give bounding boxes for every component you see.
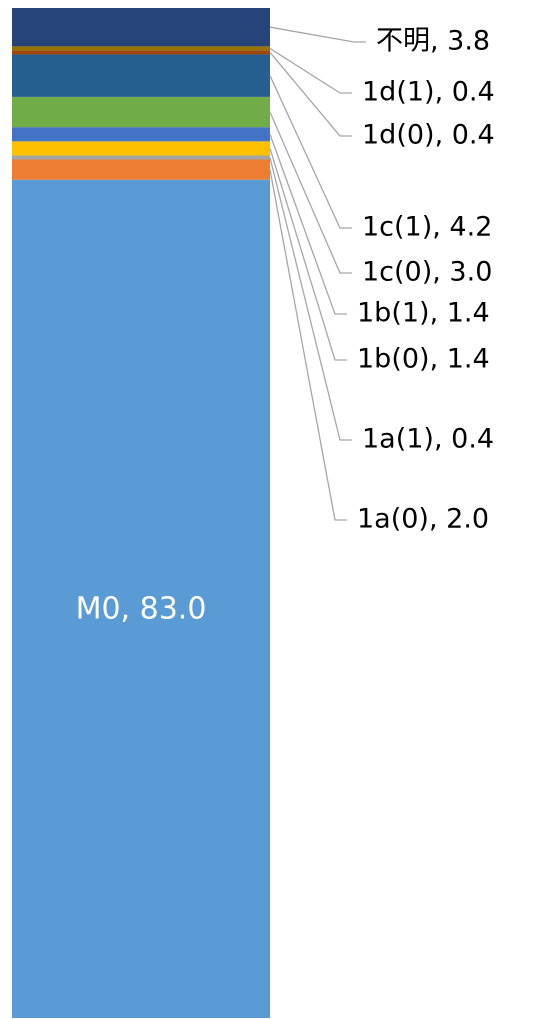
data-label-1d-1: 1d(1), 0.4 (362, 77, 495, 108)
leader-line-1b-1 (269, 134, 347, 315)
bar-segment-1c-1 (12, 54, 270, 97)
data-label-1c-1: 1c(1), 4.2 (362, 212, 492, 243)
data-label-m0: M0, 83.0 (76, 592, 207, 627)
data-label-1b-0: 1b(0), 1.4 (357, 344, 490, 375)
bar-segment-1b-0 (12, 141, 270, 156)
data-label-1b-1: 1b(1), 1.4 (357, 298, 490, 329)
bar-segment-unknown (12, 8, 270, 47)
leader-line-1d-1 (269, 47, 352, 94)
leader-line-1a-1 (269, 157, 352, 441)
data-label-1c-0: 1c(0), 3.0 (362, 257, 492, 288)
leader-line-unknown (269, 26, 366, 43)
bar-segment-1a-1 (12, 155, 270, 160)
bar-segment-1c-0 (12, 96, 270, 128)
data-label-1a-1: 1a(1), 0.4 (362, 424, 494, 455)
bar-segment-1a-0 (12, 159, 270, 180)
bar-segment-m0 (12, 179, 270, 1018)
data-label-1d-0: 1d(0), 0.4 (362, 120, 495, 151)
leader-line-1b-0 (269, 148, 347, 361)
leader-line-1c-1 (269, 75, 352, 229)
leader-line-1a-0 (269, 169, 347, 521)
data-label-unknown: 不明, 3.8 (376, 26, 490, 57)
leader-line-1c-0 (269, 111, 352, 274)
leader-line-1d-0 (269, 52, 352, 137)
bar-segment-1d-1 (12, 46, 270, 51)
bar-segment-1d-0 (12, 50, 270, 55)
data-label-1a-0: 1a(0), 2.0 (357, 504, 489, 535)
bar-segment-1b-1 (12, 127, 270, 142)
